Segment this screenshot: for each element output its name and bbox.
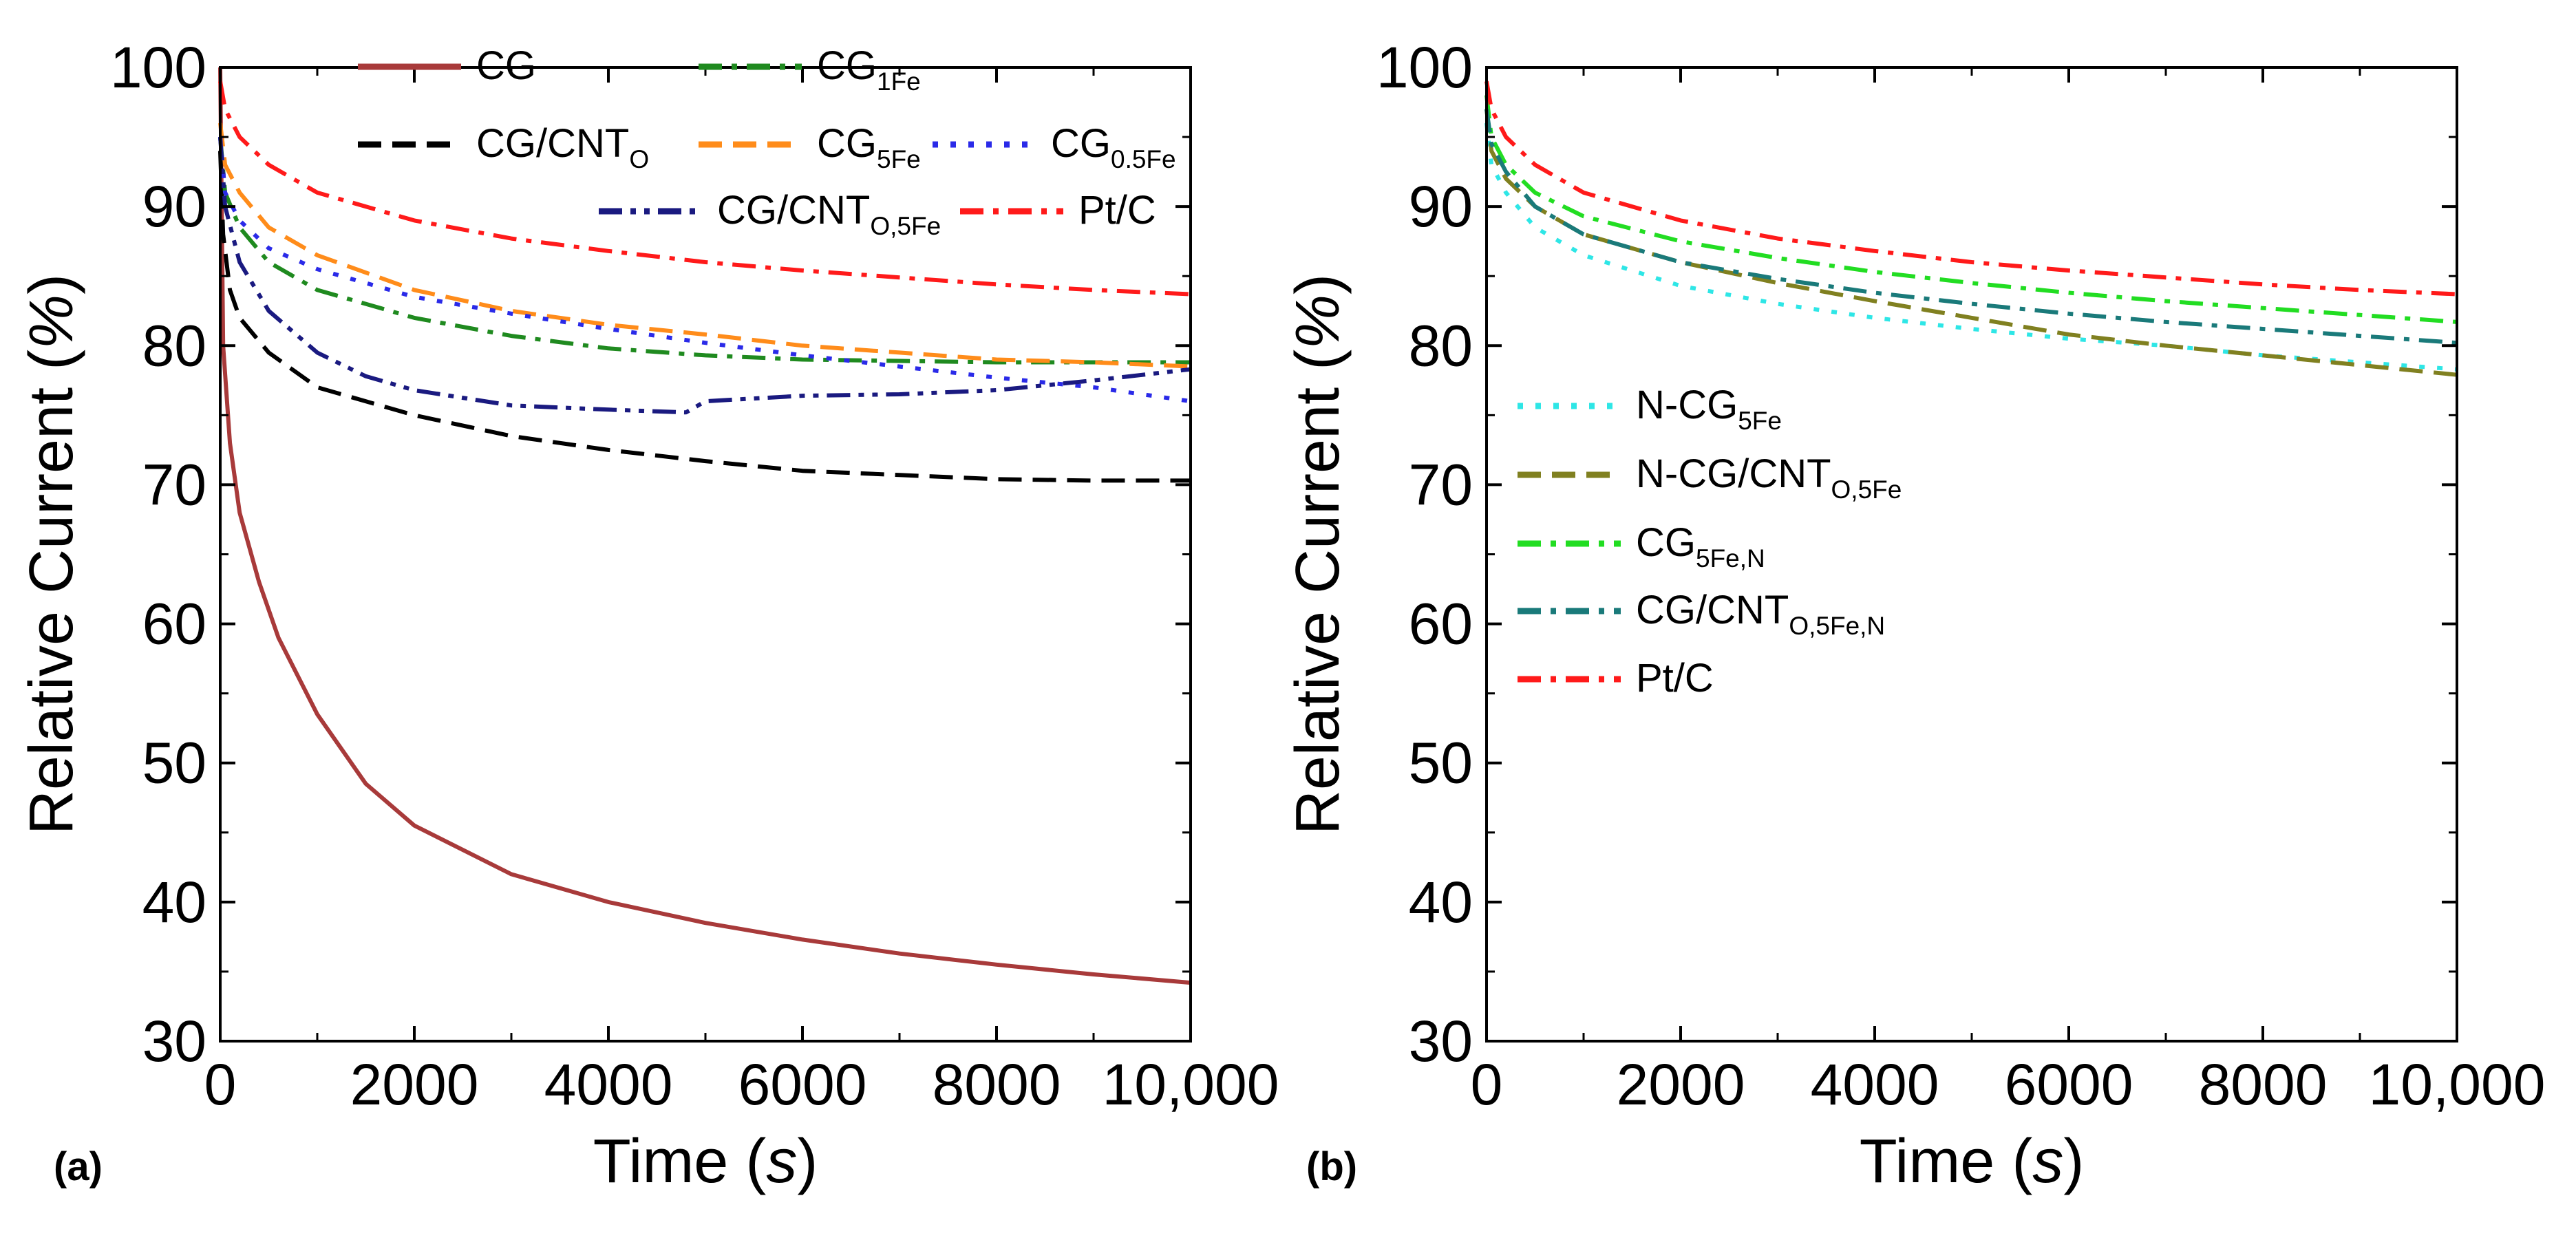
panel-b-y-tick-label: 70 <box>1409 452 1473 517</box>
panel-b-legend-label-4: Pt/C <box>1636 656 1714 701</box>
panel-a-x-tick-label: 6000 <box>738 1052 867 1117</box>
panel-a-y-tick-label: 30 <box>142 1009 206 1073</box>
panel-a-y-tick-label: 100 <box>110 35 206 100</box>
panel-a-series-line-1 <box>218 151 1191 483</box>
panel-b-legend-name-1: N-CG/CNT <box>1636 451 1831 496</box>
panel-b-y-tick-label: 30 <box>1409 1009 1473 1073</box>
panel-b-legend-name-4: Pt/C <box>1636 656 1714 701</box>
panel-b-panel-label: (b) <box>1306 1144 1357 1189</box>
panel-b-series-line-2 <box>1484 95 2458 324</box>
panel-a-legend-sub-5: O,5Fe <box>870 212 941 240</box>
panel-a-x-axis-title: Time (s) <box>593 1127 818 1196</box>
panel-a-y-tick-label: 80 <box>142 313 206 378</box>
panel-a-y-axis-title-text: Relative Current ( <box>17 350 86 835</box>
panel-a-y-axis-title: Relative Current (%) <box>17 274 86 835</box>
panel-b-legend-sub-3: O,5Fe,N <box>1789 612 1885 640</box>
panel-b-y-axis-title-close: ) <box>1284 274 1352 295</box>
panel-b-y-tick-label: 50 <box>1409 731 1473 795</box>
panel-a-legend-name-3: CG <box>817 121 877 166</box>
panel-a-y-tick-label: 40 <box>142 870 206 934</box>
panel-a-series-line-2 <box>218 136 1191 365</box>
panel-a-series-line-6 <box>218 81 1191 297</box>
panel-b: 0 2000 4000 6000 8000 10,000 30 40 50 60 70 80 90 100… <box>1284 35 2545 1196</box>
panel-b-legend-name-3: CG/CNT <box>1636 588 1789 632</box>
panel-a-legend-label-1: CG/CNTO <box>476 121 649 173</box>
panel-b-y-axis-title-text: Relative Current ( <box>1284 350 1352 835</box>
panel-a-y-tick-label: 70 <box>142 452 206 517</box>
panel-b-y-tick-label: 80 <box>1409 313 1473 378</box>
panel-b-legend-label-3: CG/CNTO,5Fe,N <box>1636 588 1885 640</box>
panel-a-panel-label: (a) <box>54 1144 103 1189</box>
panel-b-x-tick-label: 8000 <box>2199 1052 2328 1117</box>
panel-a-legend-label-6: Pt/C <box>1078 188 1156 233</box>
panel-a-series-line-4 <box>218 136 1191 404</box>
panel-b-series-line-3 <box>1484 109 2458 345</box>
panel-b-x-tick-label: 0 <box>1471 1052 1503 1117</box>
panel-a-legend-sub-4: 0.5Fe <box>1111 145 1176 173</box>
panel-b-x-axis-title: Time (s) <box>1860 1127 2085 1196</box>
panel-a-y-tick-label: 50 <box>142 731 206 795</box>
panel-a-series-line-3 <box>218 122 1191 369</box>
panel-a-x-tick-label: 2000 <box>350 1052 479 1117</box>
panel-b-legend-sub-0: 5Fe <box>1738 407 1782 435</box>
panel-b-legend-label-0: N-CG5Fe <box>1636 383 1782 435</box>
panel-a-legend-name-5: CG/CNT <box>717 188 870 233</box>
panel-a-legend-sub-1: O <box>629 145 649 173</box>
panel-b-x-tick-label: 6000 <box>2005 1052 2133 1117</box>
panel-b-x-tick-label: 4000 <box>1811 1052 1939 1117</box>
panel-a-x-axis-title-close: ) <box>797 1127 818 1196</box>
panel-a-x-tick-label: 10,000 <box>1103 1052 1279 1117</box>
panel-b-x-tick-label: 10,000 <box>2369 1052 2546 1117</box>
panel-a-y-axis-title-unit: % <box>17 295 86 350</box>
panel-a-y-axis-title-close: ) <box>17 274 86 295</box>
panel-a-x-axis-title-text: Time ( <box>593 1127 767 1196</box>
panel-b-legend-name-2: CG <box>1636 520 1696 565</box>
panel-b-legend-sub-2: 5Fe,N <box>1696 544 1765 573</box>
panel-b-x-axis-title-close: ) <box>2063 1127 2084 1196</box>
panel-a-legend-name-2: CG <box>817 43 877 88</box>
panel-b-y-axis-title-unit: % <box>1284 295 1352 350</box>
panel-b-legend-label-2: CG5Fe,N <box>1636 520 1765 573</box>
panel-b-y-tick-label: 90 <box>1409 174 1473 239</box>
panel-b-series-line-1 <box>1484 109 2458 377</box>
panel-a-legend-name-1: CG/CNT <box>476 121 629 166</box>
panel-a-x-axis-title-unit: s <box>766 1127 797 1196</box>
panel-a-legend-sub-2: 1Fe <box>877 67 921 96</box>
panel-a-legend-name-0: CG <box>476 43 536 88</box>
panel-b-x-axis-title-unit: s <box>2032 1127 2063 1196</box>
panel-a-legend-label-4: CG0.5Fe <box>1051 121 1176 173</box>
panel-a-legend-name-6: Pt/C <box>1078 188 1156 233</box>
panel-b-y-axis-title: Relative Current (%) <box>1284 274 1352 835</box>
panel-b-y-tick-label: 40 <box>1409 870 1473 934</box>
panel-a-legend-name-4: CG <box>1051 121 1111 166</box>
panel-b-x-axis-title-text: Time ( <box>1860 1127 2033 1196</box>
panel-a-legend-label-5: CG/CNTO,5Fe <box>717 188 941 240</box>
panel-a-y-tick-label: 60 <box>142 592 206 656</box>
panel-a-legend-label-2: CG1Fe <box>817 43 921 96</box>
panel-a-legend-label-3: CG5Fe <box>817 121 921 173</box>
panel-b-legend-name-0: N-CG <box>1636 383 1738 427</box>
panel-a-legend-label-0: CG <box>476 43 536 88</box>
panel-a-x-tick-label: 0 <box>204 1052 237 1117</box>
panel-b-y-tick-label: 60 <box>1409 592 1473 656</box>
panel-a: 0 2000 4000 6000 8000 10,000 30 40 50 60 70 80 90 100… <box>17 35 1279 1196</box>
panel-b-x-tick-label: 2000 <box>1617 1052 1745 1117</box>
panel-a-x-tick-label: 4000 <box>544 1052 673 1117</box>
panel-a-series-line-5 <box>218 136 1191 415</box>
panel-a-x-tick-label: 8000 <box>933 1052 1061 1117</box>
panel-b-series-line-4 <box>1484 81 2458 297</box>
panel-b-legend-sub-1: O,5Fe <box>1831 475 1902 504</box>
panel-b-legend-label-1: N-CG/CNTO,5Fe <box>1636 451 1902 504</box>
panel-a-legend-sub-3: 5Fe <box>877 145 921 173</box>
panel-b-y-tick-label: 100 <box>1376 35 1473 100</box>
panel-a-series-line-0 <box>218 67 1191 985</box>
panel-a-y-tick-label: 90 <box>142 174 206 239</box>
